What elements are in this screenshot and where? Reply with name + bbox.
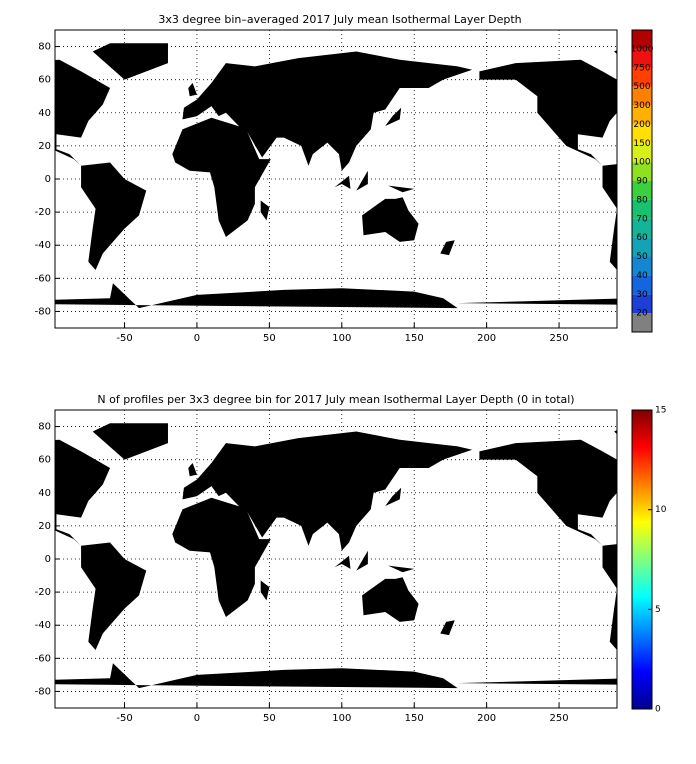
colorbar-tick-label: 90 bbox=[636, 177, 648, 187]
x-tick-label: -50 bbox=[116, 333, 132, 344]
x-tick-label: 150 bbox=[405, 333, 424, 344]
colorbar-tick-label: 200 bbox=[633, 120, 650, 130]
colorbar-tick-label: 15 bbox=[655, 406, 666, 416]
y-tick-label: 0 bbox=[45, 174, 51, 185]
y-tick-label: -80 bbox=[35, 306, 51, 317]
x-tick-label: 150 bbox=[405, 713, 424, 724]
colorbar-tick-label: 0 bbox=[655, 705, 661, 715]
colorbar-tick-label: 750 bbox=[633, 63, 650, 73]
colorbar-tick-label: 40 bbox=[636, 271, 648, 281]
y-tick-label: 20 bbox=[38, 141, 51, 152]
y-tick-label: 80 bbox=[38, 42, 51, 53]
y-tick-label: 0 bbox=[45, 554, 51, 565]
colorbar-tick-label: 150 bbox=[633, 139, 650, 149]
colorbar-tick-label: 30 bbox=[636, 290, 648, 300]
x-tick-label: 250 bbox=[550, 713, 569, 724]
colorbar-frame bbox=[631, 409, 653, 710]
colorbar-bin bbox=[632, 67, 652, 87]
x-tick-label: 200 bbox=[477, 333, 496, 344]
map-area bbox=[55, 43, 617, 309]
colorbar-bin bbox=[632, 124, 652, 144]
colorbar-bin bbox=[632, 86, 652, 106]
colorbar-tick-label: 500 bbox=[633, 82, 650, 92]
colorbar-tick-label: 1000 bbox=[631, 44, 654, 54]
colorbar-bin bbox=[632, 181, 652, 200]
colorbar-tick-label: 20 bbox=[636, 309, 648, 319]
coastlines bbox=[55, 423, 617, 689]
coastline-copy bbox=[457, 423, 617, 689]
y-tick-label: -40 bbox=[35, 240, 51, 251]
colorbar-bin bbox=[632, 237, 652, 257]
x-tick-label: 0 bbox=[194, 333, 200, 344]
colorbar-bin bbox=[632, 313, 652, 332]
coastlines bbox=[55, 43, 617, 309]
y-tick-label: -40 bbox=[35, 620, 51, 631]
colorbar-bin bbox=[632, 199, 652, 219]
coastline-copy bbox=[55, 423, 473, 689]
axes-frame bbox=[54, 409, 618, 709]
x-tick-label: 0 bbox=[194, 713, 200, 724]
x-tick-label: 50 bbox=[263, 333, 276, 344]
axes-frame bbox=[54, 29, 618, 329]
y-tick-label: -80 bbox=[35, 686, 51, 697]
x-tick-label: 50 bbox=[263, 713, 276, 724]
colorbar-bin bbox=[632, 256, 652, 276]
y-tick-label: 60 bbox=[38, 75, 51, 86]
colorbar-bin bbox=[632, 294, 652, 314]
colorbar-tick-label: 70 bbox=[636, 214, 648, 224]
y-tick-label: 40 bbox=[38, 108, 51, 119]
colorbar-bin bbox=[632, 218, 652, 238]
x-tick-label: 200 bbox=[477, 713, 496, 724]
panel-title: 3x3 degree bin–averaged 2017 July mean I… bbox=[158, 13, 521, 26]
x-tick-label: 100 bbox=[332, 333, 351, 344]
colorbar-tick-label: 60 bbox=[636, 233, 648, 243]
coastline-copy bbox=[55, 43, 473, 309]
colorbar-bin bbox=[632, 30, 652, 49]
y-tick-label: -20 bbox=[35, 207, 51, 218]
x-tick-label: 250 bbox=[550, 333, 569, 344]
y-tick-label: 40 bbox=[38, 488, 51, 499]
colorbar-bin bbox=[632, 105, 652, 125]
colorbar-bin bbox=[632, 275, 652, 295]
x-tick-label: -50 bbox=[116, 713, 132, 724]
colorbar-tick-label: 10 bbox=[655, 505, 667, 515]
y-tick-label: 20 bbox=[38, 521, 51, 532]
colorbar-bin bbox=[632, 162, 652, 181]
y-tick-label: -60 bbox=[35, 273, 51, 284]
colorbar-bin bbox=[632, 48, 652, 68]
colorbar-gradient bbox=[632, 410, 652, 709]
colorbar-bin bbox=[632, 143, 652, 163]
panel-title: N of profiles per 3x3 degree bin for 201… bbox=[97, 393, 574, 406]
colorbar-tick-label: 100 bbox=[633, 158, 650, 168]
colorbar-tick-label: 80 bbox=[636, 195, 648, 205]
y-tick-label: 80 bbox=[38, 422, 51, 433]
coastline-copy bbox=[457, 43, 617, 309]
x-tick-label: 100 bbox=[332, 713, 351, 724]
colorbar-tick-label: 5 bbox=[655, 605, 661, 615]
y-tick-label: -60 bbox=[35, 653, 51, 664]
map-area bbox=[55, 423, 617, 689]
colorbar-tick-label: 300 bbox=[633, 101, 650, 111]
colorbar-frame bbox=[631, 29, 653, 333]
colorbar-tick-label: 50 bbox=[636, 252, 648, 262]
y-tick-label: -20 bbox=[35, 587, 51, 598]
y-tick-label: 60 bbox=[38, 455, 51, 466]
